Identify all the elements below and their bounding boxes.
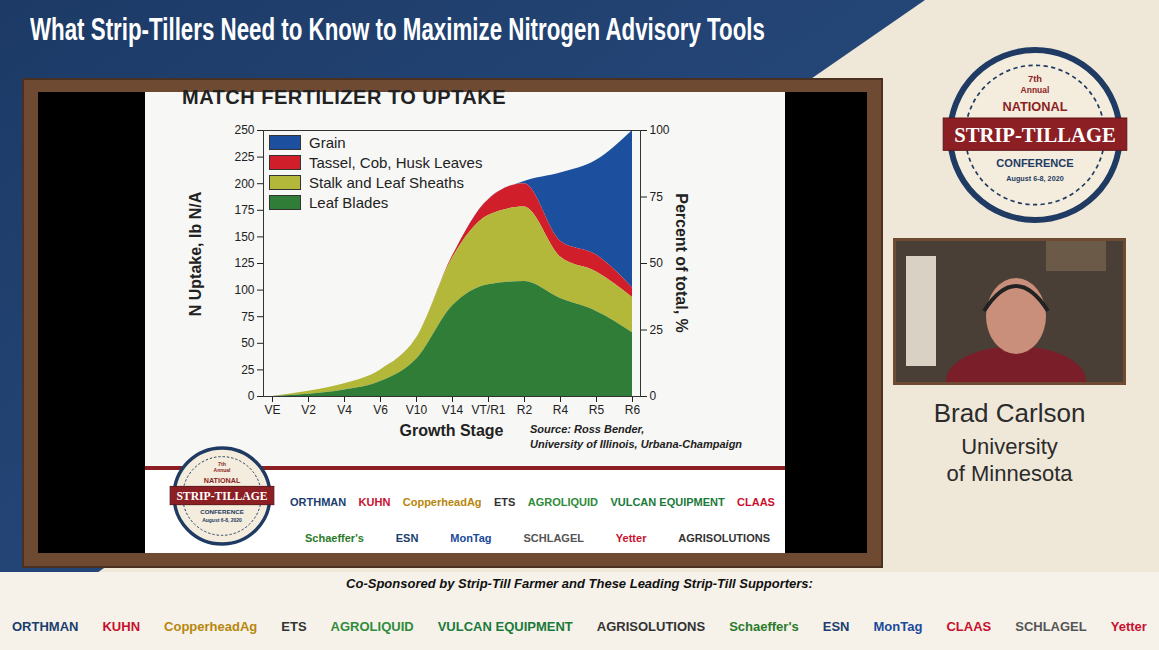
svg-text:V2: V2 — [301, 403, 316, 417]
html-text:CLAAS: CLAAS — [737, 496, 775, 508]
svg-text:R6: R6 — [625, 403, 641, 417]
html-text:Grain: Grain — [309, 133, 346, 151]
html-text:Leaf Blades: Leaf Blades — [309, 193, 389, 211]
svg-text:V14: V14 — [442, 403, 464, 417]
svg-text:V4: V4 — [337, 403, 352, 417]
html-text:Brad Carlson: Brad Carlson — [933, 398, 1086, 428]
svg-text:CONFERENCE: CONFERENCE — [996, 157, 1073, 169]
svg-text:200: 200 — [234, 177, 254, 191]
html-text:AGROLIQUID: AGROLIQUID — [330, 618, 414, 634]
html-text:SCHLAGEL: SCHLAGEL — [1015, 618, 1087, 634]
html-text:Stalk and Leaf Sheaths: Stalk and Leaf Sheaths — [309, 173, 465, 191]
svg-text:STRIP-TILLAGE: STRIP-TILLAGE — [954, 124, 1116, 146]
html-text:AGRISOLUTIONS: AGRISOLUTIONS — [678, 532, 770, 544]
svg-text:NATIONAL: NATIONAL — [204, 476, 241, 485]
svg-text:175: 175 — [234, 203, 254, 217]
html-text:CLAAS: CLAAS — [946, 618, 992, 634]
svg-text:V10: V10 — [406, 403, 428, 417]
svg-text:VT/R1: VT/R1 — [471, 403, 505, 417]
html-text:Yetter: Yetter — [1110, 618, 1147, 634]
html-text:Yetter: Yetter — [615, 532, 647, 544]
html-text:N Uptake, lb N/A: N Uptake, lb N/A — [187, 191, 204, 317]
svg-text:50: 50 — [650, 256, 664, 270]
svg-text:Annual: Annual — [214, 467, 232, 473]
svg-text:7th: 7th — [218, 461, 226, 467]
html-text:ORTHMAN: ORTHMAN — [12, 618, 79, 634]
html-text:MonTag: MonTag — [873, 618, 923, 634]
html-text:MATCH FERTILIZER TO UPTAKE: MATCH FERTILIZER TO UPTAKE — [182, 86, 507, 108]
svg-text:7th: 7th — [1028, 74, 1042, 84]
svg-text:R2: R2 — [517, 403, 533, 417]
svg-text:Annual: Annual — [1021, 85, 1050, 95]
svg-text:25: 25 — [650, 323, 664, 337]
html-text:Co-Sponsored by Strip-Till Far: Co-Sponsored by Strip-Till Farmer and Th… — [346, 576, 813, 591]
svg-text:0: 0 — [248, 389, 255, 403]
html-text:University of Illinois, Urbana: University of Illinois, Urbana-Champaign — [530, 438, 743, 450]
html-text:ESN: ESN — [822, 618, 850, 634]
svg-text:R4: R4 — [553, 403, 569, 417]
html-text:What Strip-Tillers Need to Kno: What Strip-Tillers Need to Know to Maxim… — [30, 12, 765, 47]
svg-text:50: 50 — [241, 336, 255, 350]
html-text:CopperheadAg: CopperheadAg — [164, 618, 258, 634]
svg-text:225: 225 — [234, 150, 254, 164]
html-text:KUHN: KUHN — [102, 618, 140, 634]
svg-text:August 6-8, 2020: August 6-8, 2020 — [1006, 174, 1063, 183]
html-text:Schaeffer's: Schaeffer's — [305, 532, 364, 544]
html-text:ETS: ETS — [494, 496, 516, 508]
html-text:SCHLAGEL: SCHLAGEL — [523, 532, 584, 544]
svg-text:CONFERENCE: CONFERENCE — [200, 508, 244, 515]
html-text:ORTHMAN: ORTHMAN — [290, 496, 347, 508]
html-text:Tassel, Cob, Husk Leaves: Tassel, Cob, Husk Leaves — [309, 153, 483, 171]
svg-text:125: 125 — [234, 256, 254, 270]
html-text:AGROLIQUID: AGROLIQUID — [527, 496, 598, 508]
html-text:Source: Ross Bender,: Source: Ross Bender, — [530, 423, 645, 435]
svg-text:NATIONAL: NATIONAL — [1003, 99, 1068, 114]
svg-text:250: 250 — [234, 123, 254, 137]
html-text:ESN: ESN — [395, 532, 419, 544]
html-text:University: University — [961, 434, 1058, 459]
html-text:MonTag: MonTag — [450, 532, 492, 544]
html-text:KUHN: KUHN — [358, 496, 391, 508]
svg-text:V6: V6 — [373, 403, 388, 417]
svg-text:100: 100 — [650, 123, 670, 137]
svg-text:150: 150 — [234, 230, 254, 244]
svg-text:0: 0 — [650, 389, 657, 403]
html-text:VULCAN EQUIPMENT: VULCAN EQUIPMENT — [610, 496, 725, 508]
html-text:AGRISOLUTIONS: AGRISOLUTIONS — [596, 618, 706, 634]
html-text:of Minnesota: of Minnesota — [946, 461, 1073, 486]
svg-text:R5: R5 — [589, 403, 605, 417]
svg-text:VE: VE — [264, 403, 280, 417]
html-text:Percent of total, %: Percent of total, % — [673, 193, 690, 333]
svg-text:August 6-8, 2020: August 6-8, 2020 — [202, 517, 242, 523]
html-text:Growth Stage: Growth Stage — [399, 422, 504, 439]
html-text:ETS: ETS — [281, 618, 307, 634]
svg-text:100: 100 — [234, 283, 254, 297]
html-text:CopperheadAg: CopperheadAg — [402, 496, 482, 508]
svg-text:75: 75 — [650, 190, 664, 204]
html-text:VULCAN EQUIPMENT: VULCAN EQUIPMENT — [437, 618, 573, 634]
html-text:Schaeffer's: Schaeffer's — [729, 618, 799, 634]
svg-text:STRIP-TILLAGE: STRIP-TILLAGE — [176, 490, 268, 502]
svg-text:25: 25 — [241, 363, 255, 377]
svg-text:75: 75 — [241, 310, 255, 324]
